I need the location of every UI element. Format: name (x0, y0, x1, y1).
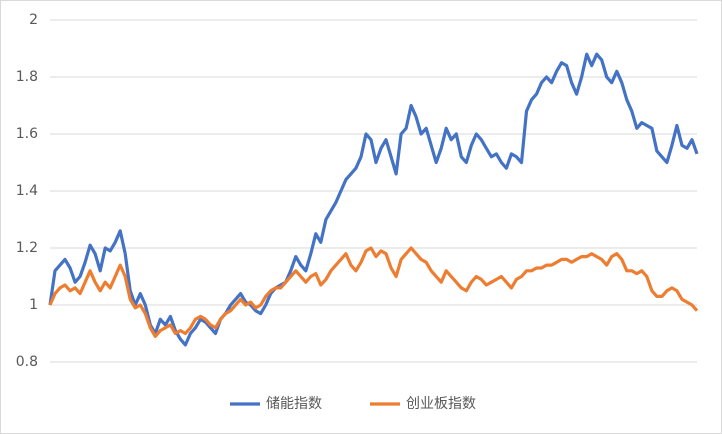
y-tick-label: 1 (29, 297, 38, 313)
y-tick-label: 1.2 (16, 240, 38, 256)
y-tick-label: 2 (29, 12, 38, 28)
line-series (48, 52, 699, 347)
legend-label: 创业板指数 (406, 396, 476, 412)
y-tick-label: 0.8 (16, 354, 38, 370)
line-series (48, 246, 699, 338)
y-tick-label: 1.4 (16, 183, 38, 199)
y-tick-label: 1.8 (16, 69, 38, 85)
legend-label: 储能指数 (266, 396, 322, 412)
y-tick-label: 1.6 (16, 126, 38, 142)
